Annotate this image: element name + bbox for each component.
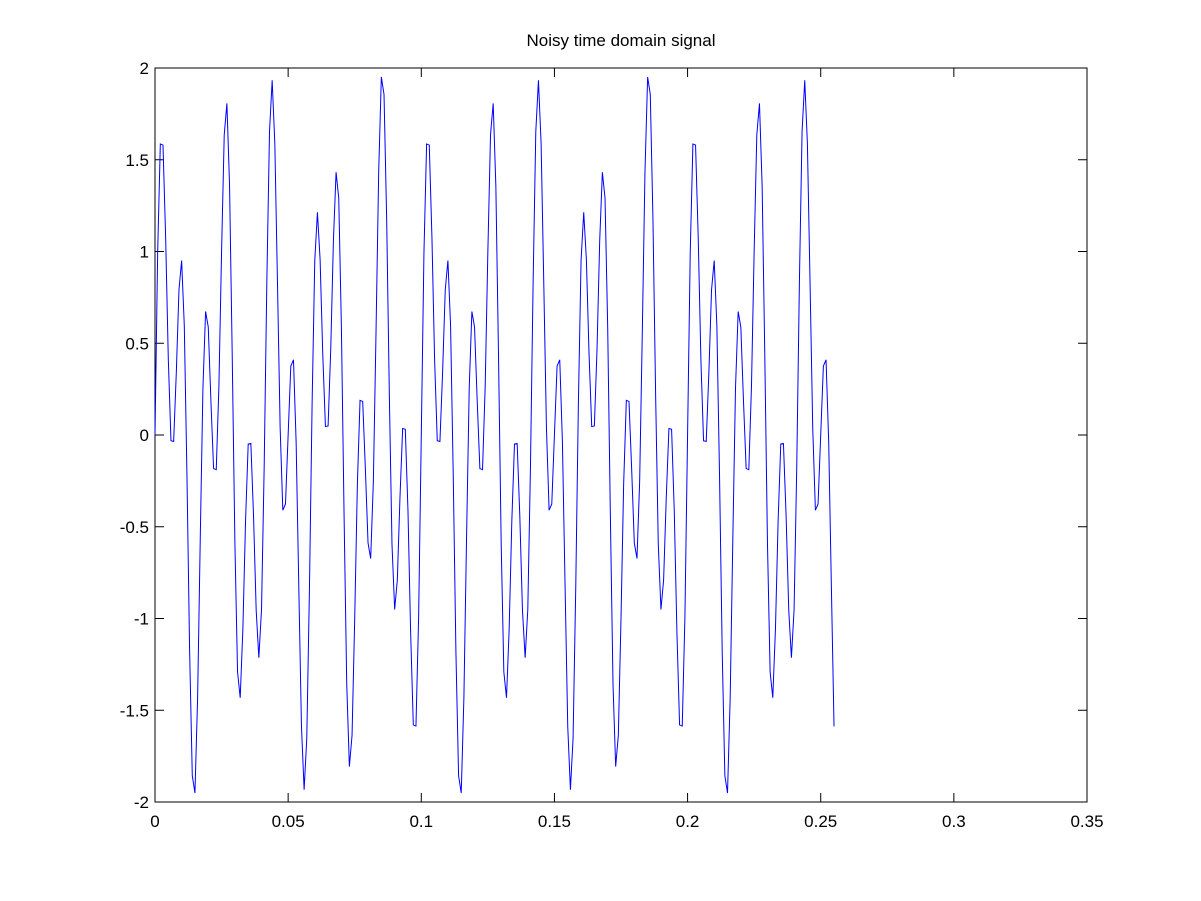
axes-box bbox=[154, 67, 1088, 803]
y-tick-label: 0 bbox=[140, 426, 149, 445]
x-tick-label: 0.25 bbox=[804, 812, 837, 831]
x-tick-label: 0.05 bbox=[272, 812, 305, 831]
x-tick-label: 0.35 bbox=[1070, 812, 1103, 831]
x-tick-label: 0.1 bbox=[409, 812, 433, 831]
x-tick-label: 0 bbox=[150, 812, 159, 831]
y-tick-label: 2 bbox=[140, 59, 149, 78]
y-tick-label: -0.5 bbox=[120, 518, 149, 537]
y-tick-label: -1.5 bbox=[120, 701, 149, 720]
y-tick-label: -2 bbox=[134, 793, 149, 812]
y-tick-label: -1 bbox=[134, 610, 149, 629]
y-tick-label: 1.5 bbox=[125, 151, 149, 170]
x-tick-label: 0.2 bbox=[676, 812, 700, 831]
x-tick-label: 0.15 bbox=[538, 812, 571, 831]
y-tick-label: 1 bbox=[140, 243, 149, 262]
signal-line bbox=[154, 76, 835, 794]
chart-title: Noisy time domain signal bbox=[527, 31, 716, 50]
x-tick-label: 0.3 bbox=[942, 812, 966, 831]
y-tick-label: 0.5 bbox=[125, 334, 149, 353]
